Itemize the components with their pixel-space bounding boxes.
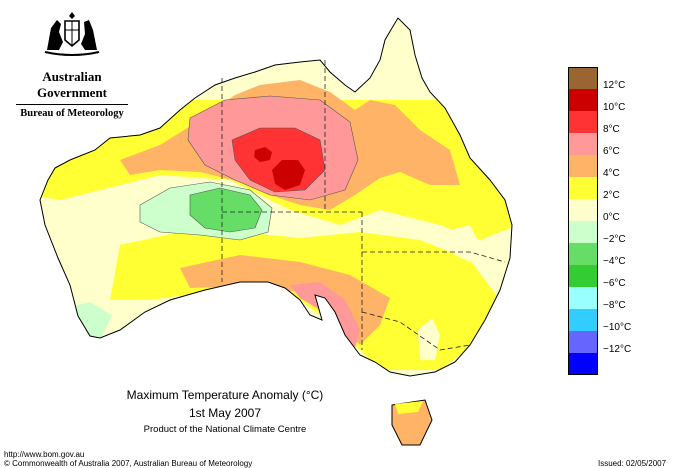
divider: [16, 104, 128, 105]
legend-label: 0°C: [603, 212, 620, 223]
bureau-name: Bureau of Meteorology: [20, 108, 124, 119]
legend-swatch: [568, 133, 598, 155]
contour-lines: [139, 95, 359, 241]
coastline: [39, 17, 513, 377]
legend-swatch: [568, 331, 598, 353]
copyright-text: © Commonwealth of Australia 2007, Austra…: [4, 459, 253, 468]
legend-label: 4°C: [603, 168, 620, 179]
map-date: 1st May 2007: [188, 406, 262, 420]
legend-label: 8°C: [603, 124, 620, 135]
legend-label: −6°C: [603, 278, 626, 289]
zone-0-2c-cape-york: [380, 35, 412, 75]
zone-10-12c-b: [254, 147, 272, 162]
zone-0-2c-victoria: [418, 318, 440, 360]
zone-0-2c-queensland: [450, 225, 480, 262]
zone-4-6c-queensland: [425, 148, 452, 182]
issued-date: Issued: 02/05/2007: [598, 459, 667, 468]
legend-label: −4°C: [603, 256, 626, 267]
legend-label: 6°C: [603, 146, 620, 157]
zone-6-8c-south: [290, 282, 360, 348]
legend-swatch: [568, 111, 598, 133]
map-title: Maximum Temperature Anomaly (°C): [126, 388, 324, 402]
legend-swatch: [568, 199, 598, 221]
legend-label: −2°C: [603, 234, 626, 245]
coat-of-arms-icon: [44, 12, 100, 56]
legend-swatch: [568, 287, 598, 309]
legend-swatch: [568, 67, 598, 89]
state-borders: [221, 60, 506, 351]
legend-label: 12°C: [603, 80, 626, 91]
legend-label: −12°C: [603, 344, 632, 355]
legend-swatch: [568, 265, 598, 287]
legend-swatch: [568, 353, 598, 375]
zone-10-12c-a: [272, 160, 305, 190]
agency-branding: Australian Government Bureau of Meteorol…: [12, 8, 132, 119]
legend-swatch: [568, 243, 598, 265]
legend-label: −8°C: [603, 300, 626, 311]
legend-label: 10°C: [603, 102, 626, 113]
legend-swatch: [568, 309, 598, 331]
legend-swatch: [568, 155, 598, 177]
legend-swatch: [568, 89, 598, 111]
zone-minus4-minus2c: [190, 188, 262, 232]
map-credit: Product of the National Climate Centre: [143, 424, 307, 435]
legend-label: 2°C: [603, 190, 620, 201]
website-url: http://www.bom.gov.au: [4, 450, 85, 459]
government-name: Australian Government: [36, 69, 108, 100]
legend-label: −10°C: [603, 322, 632, 333]
legend-swatch: [568, 177, 598, 199]
tasmania: [391, 399, 433, 446]
legend-swatch: [568, 221, 598, 243]
